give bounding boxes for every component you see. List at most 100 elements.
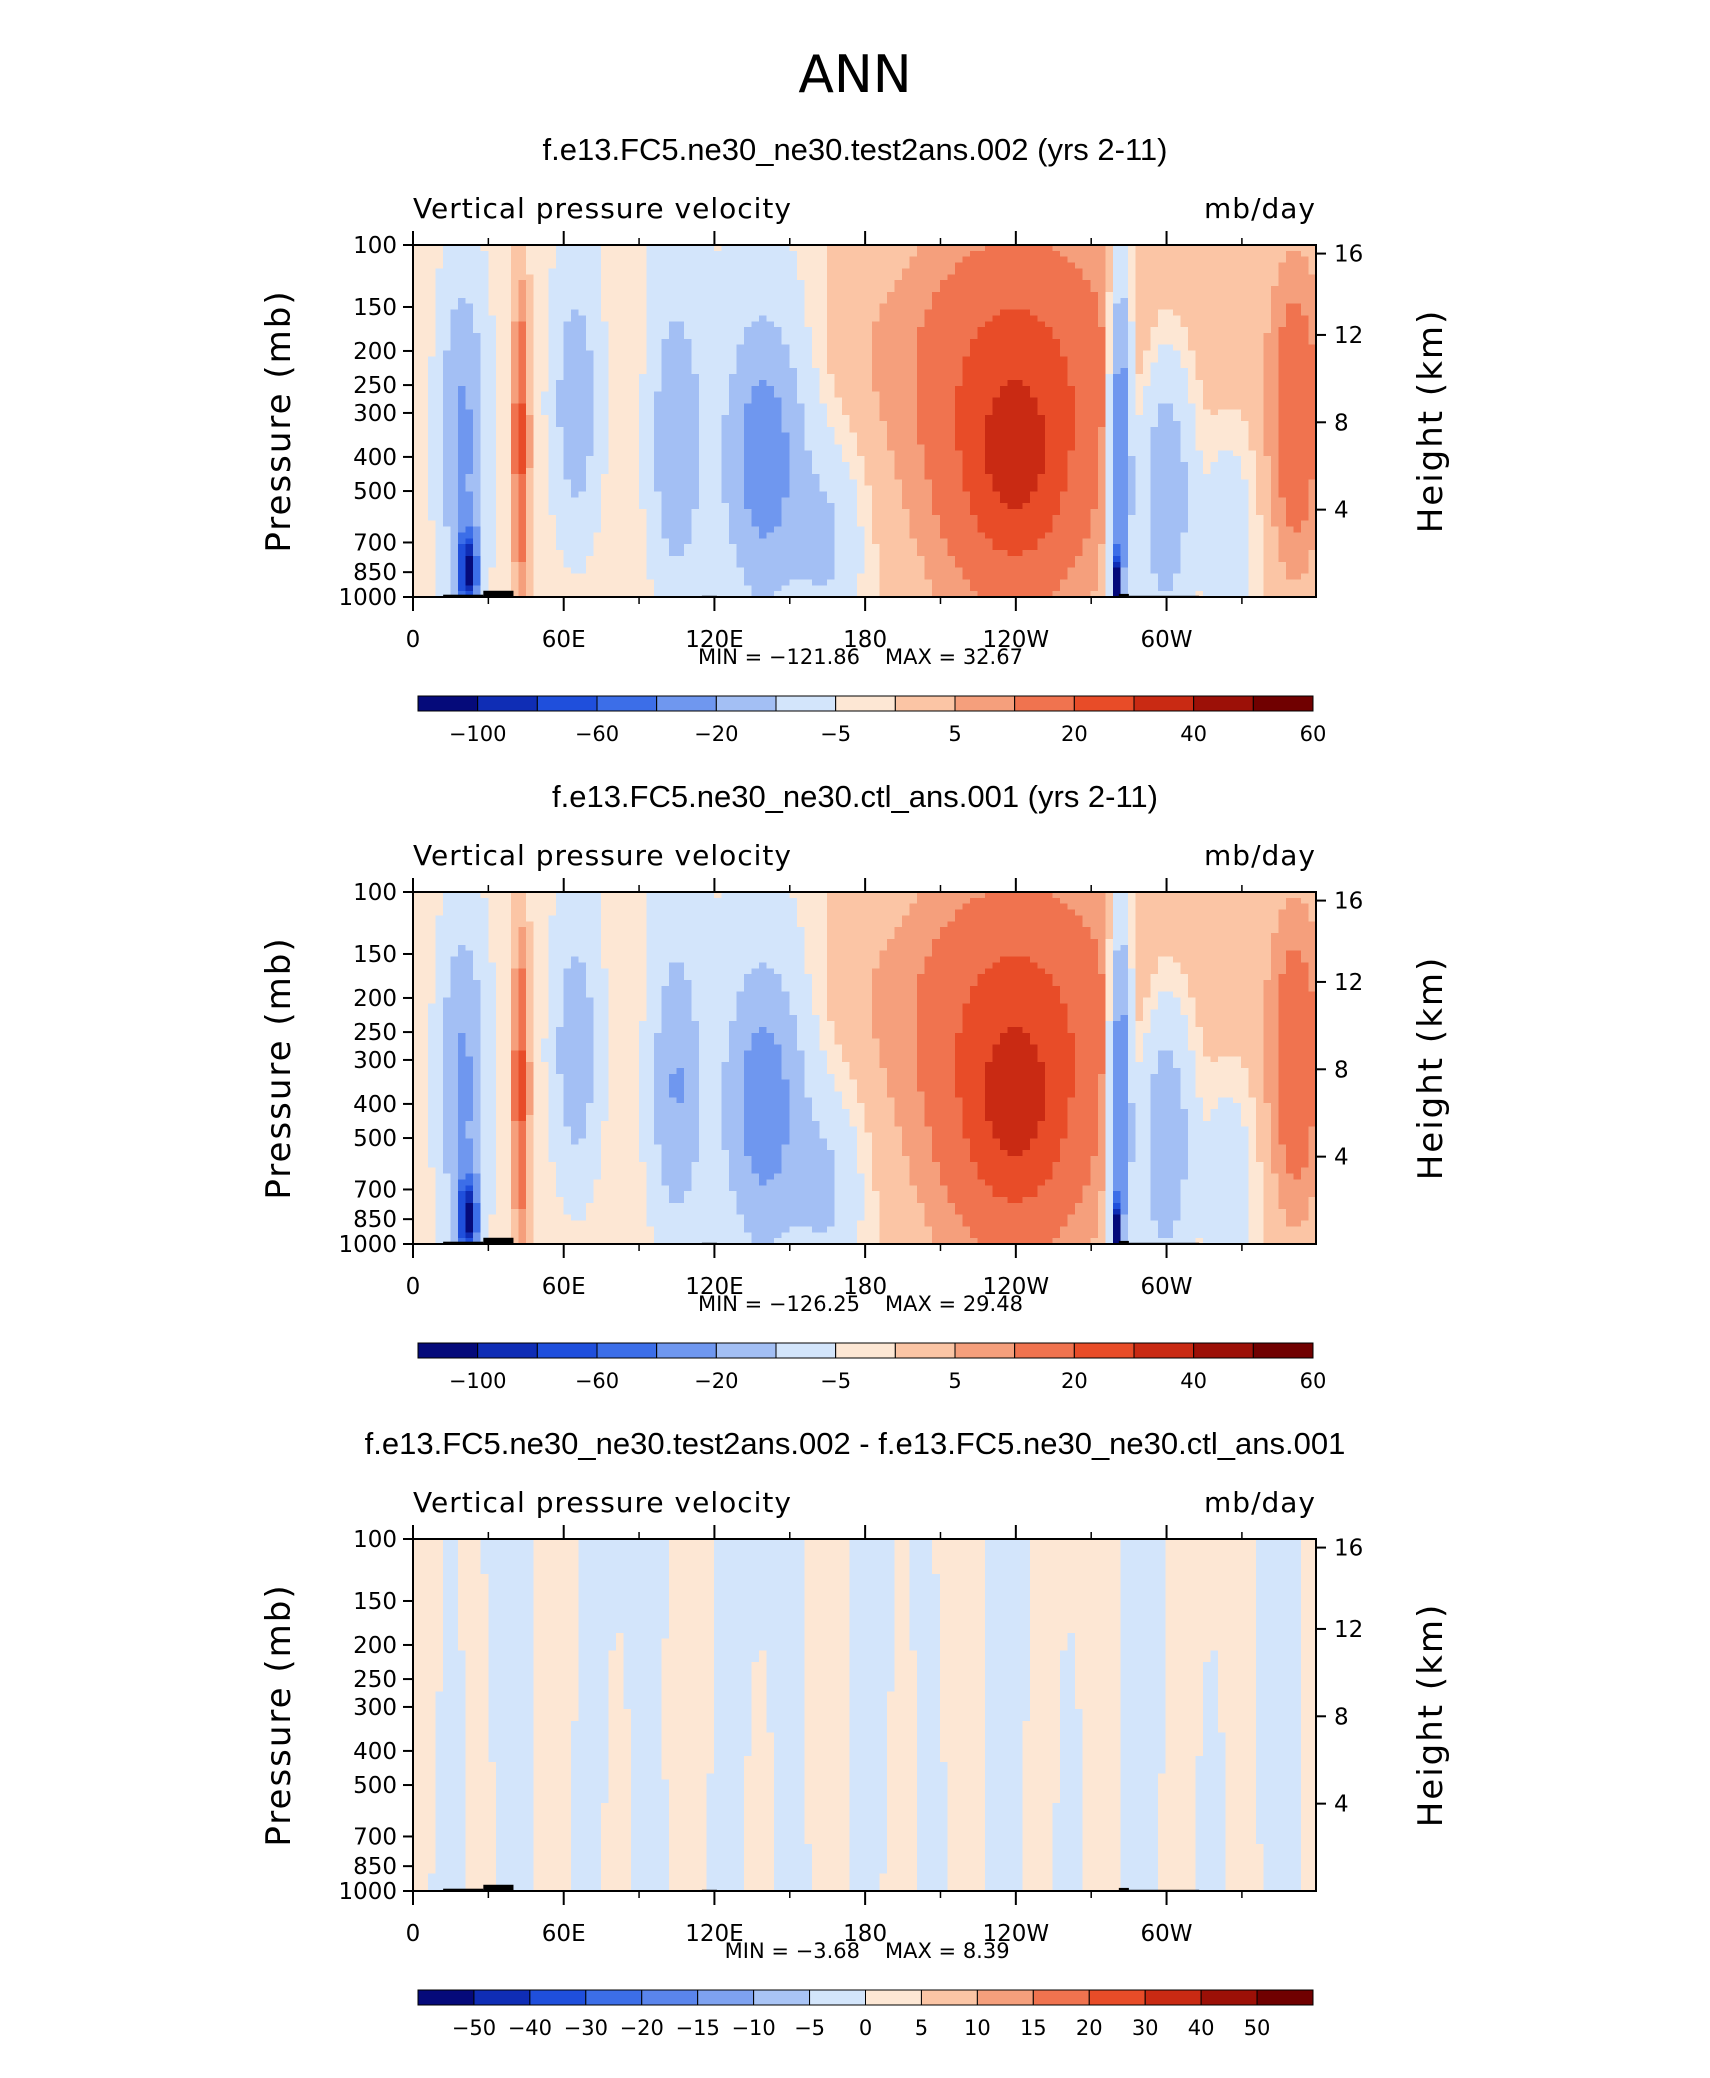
heatmap-cell	[669, 579, 677, 585]
heatmap-cell	[992, 257, 1000, 263]
heatmap-cell	[428, 574, 436, 580]
heatmap-cell	[556, 433, 564, 439]
heatmap-cell	[1000, 480, 1008, 486]
heatmap-cell	[481, 486, 489, 492]
heatmap-cell	[594, 251, 602, 257]
heatmap-cell	[473, 321, 481, 327]
heatmap-cell	[797, 345, 805, 351]
heatmap-cell	[1023, 503, 1031, 509]
heatmap-cell	[977, 450, 985, 456]
heatmap-cell	[571, 503, 579, 509]
heatmap-cell	[1030, 321, 1038, 327]
heatmap-cell	[819, 480, 827, 486]
heatmap-cell	[624, 310, 632, 316]
heatmap-cell	[661, 345, 669, 351]
heatmap-cell	[752, 268, 760, 274]
heatmap-cell	[729, 527, 737, 533]
heatmap-cell	[526, 574, 534, 580]
heatmap-cell	[1015, 362, 1023, 368]
heatmap-cell	[421, 392, 429, 398]
heatmap-cell	[872, 386, 880, 392]
heatmap-cell	[571, 421, 579, 427]
heatmap-cell	[511, 339, 519, 345]
heatmap-cell	[1023, 433, 1031, 439]
heatmap-cell	[624, 491, 632, 497]
heatmap-cell	[872, 263, 880, 269]
heatmap-cell	[797, 421, 805, 427]
heatmap-cell	[488, 345, 496, 351]
heatmap-cell	[428, 263, 436, 269]
heatmap-cell	[977, 562, 985, 568]
heatmap-cell	[902, 568, 910, 574]
heatmap-cell	[421, 503, 429, 509]
heatmap-cell	[661, 398, 669, 404]
heatmap-cell	[421, 268, 429, 274]
heatmap-cell	[849, 333, 857, 339]
heatmap-cell	[865, 509, 873, 515]
heatmap-cell	[714, 268, 722, 274]
heatmap-cell	[496, 544, 504, 550]
heatmap-cell	[804, 421, 812, 427]
heatmap-cell	[714, 486, 722, 492]
heatmap-cell	[902, 415, 910, 421]
heatmap-cell	[684, 351, 692, 357]
heatmap-cell	[895, 579, 903, 585]
heatmap-cell	[481, 568, 489, 574]
heatmap-cell	[917, 538, 925, 544]
heatmap-cell	[1015, 315, 1023, 321]
heatmap-cell	[533, 503, 541, 509]
heatmap-cell	[759, 257, 767, 263]
heatmap-cell	[714, 497, 722, 503]
heatmap-cell	[985, 480, 993, 486]
heatmap-cell	[646, 456, 654, 462]
heatmap-cell	[676, 333, 684, 339]
heatmap-cell	[714, 356, 722, 362]
heatmap-cell	[1015, 286, 1023, 292]
heatmap-cell	[443, 474, 451, 480]
heatmap-cell	[1007, 474, 1015, 480]
heatmap-cell	[594, 439, 602, 445]
heatmap-cell	[706, 521, 714, 527]
heatmap-cell	[458, 286, 466, 292]
heatmap-cell	[947, 368, 955, 374]
heatmap-cell	[737, 427, 745, 433]
heatmap-cell	[684, 415, 692, 421]
heatmap-cell	[594, 491, 602, 497]
heatmap-cell	[691, 415, 699, 421]
heatmap-cell	[699, 562, 707, 568]
heatmap-cell	[1000, 304, 1008, 310]
heatmap-cell	[436, 398, 444, 404]
heatmap-cell	[1007, 286, 1015, 292]
heatmap-cell	[451, 456, 459, 462]
heatmap-cell	[985, 509, 993, 515]
heatmap-cell	[488, 321, 496, 327]
heatmap-cell	[503, 398, 511, 404]
heatmap-cell	[548, 538, 556, 544]
heatmap-cell	[1007, 532, 1015, 538]
heatmap-cell	[518, 468, 526, 474]
heatmap-cell	[812, 585, 820, 591]
heatmap-cell	[782, 304, 790, 310]
heatmap-cell	[985, 403, 993, 409]
heatmap-cell	[616, 251, 624, 257]
heatmap-cell	[571, 521, 579, 527]
heatmap-cell	[473, 292, 481, 298]
heatmap-cell	[458, 515, 466, 521]
heatmap-cell	[413, 345, 421, 351]
heatmap-cell	[917, 462, 925, 468]
heatmap-cell	[548, 263, 556, 269]
heatmap-cell	[518, 562, 526, 568]
heatmap-cell	[992, 321, 1000, 327]
heatmap-cell	[654, 409, 662, 415]
heatmap-cell	[451, 368, 459, 374]
heatmap-cell	[481, 286, 489, 292]
heatmap-cell	[782, 339, 790, 345]
heatmap-cell	[962, 386, 970, 392]
heatmap-cell	[955, 386, 963, 392]
heatmap-cell	[646, 333, 654, 339]
heatmap-cell	[940, 480, 948, 486]
heatmap-cell	[594, 362, 602, 368]
heatmap-cell	[955, 480, 963, 486]
heatmap-cell	[684, 409, 692, 415]
heatmap-cell	[1023, 497, 1031, 503]
